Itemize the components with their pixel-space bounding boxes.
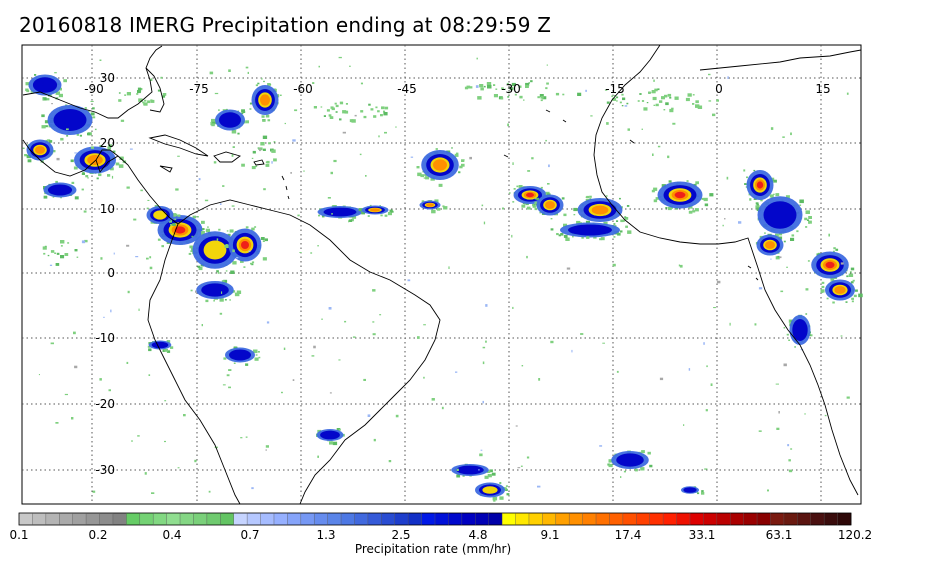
colorbar-cell [247,513,261,525]
colorbar-cell [193,513,208,525]
colorbar-cell [314,513,328,525]
lat-label: 30 [100,71,115,85]
map-title: 20160818 IMERG Precipitation ending at 0… [19,13,552,37]
colorbar-cell [166,513,181,525]
lat-label: 20 [100,136,115,150]
map-frame [21,44,862,505]
lat-label: -20 [95,397,115,411]
colorbar-tick-label: 33.1 [689,528,716,542]
lon-label: -90 [84,82,104,96]
colorbar-cell [180,513,194,525]
colorbar-label: Precipitation rate (mm/hr) [354,542,512,556]
colorbar-cell [99,513,114,525]
colorbar-cell [367,513,382,525]
colorbar-cell [689,513,704,525]
colorbar-tick-label: 0.4 [162,528,181,542]
colorbar-cell [569,513,583,525]
colorbar-tick-label: 0.2 [88,528,107,542]
colorbar: 0.1 0.2 0.4 0.7 1.3 2.5 4.8 9.1 17.4 33.1 63.1 120.… [9,512,872,542]
lon-label: -45 [397,82,417,96]
colorbar-cell [636,513,651,525]
coastlines [22,44,862,505]
colorbar-cell [448,513,463,525]
colorbar-cell [45,513,60,525]
colorbar-cell [354,513,369,525]
lon-label: -60 [293,82,313,96]
colorbar-cell [59,513,73,525]
colorbar-cell [502,513,516,525]
colorbar-cell [542,513,557,525]
lat-label: 10 [100,202,115,216]
colorbar-tick-label: 1.3 [316,528,335,542]
colorbar-cell [837,513,852,525]
colorbar-cell [394,513,409,525]
grid-labels: -90 -75 -60 -45 -30 -15 0 15 30 20 10 0 -10 -20 -30 [84,71,830,477]
colorbar-cell [475,513,489,525]
lon-label: -15 [605,82,625,96]
colorbar-cell [528,513,543,525]
colorbar-cell [287,513,302,525]
colorbar-cell [622,513,637,525]
colorbar-cell [381,513,396,525]
colorbar-cell [757,513,771,525]
lat-label: -10 [95,331,115,345]
colorbar-tick-label: 63.1 [766,528,793,542]
lon-label: -75 [189,82,209,96]
colorbar-cell [810,513,825,525]
colorbar-tick-label: 9.1 [540,528,559,542]
precipitation-field [22,56,863,502]
colorbar-cell [408,513,422,525]
colorbar-cell [421,513,436,525]
colorbar-cell [206,513,221,525]
colorbar-cell [663,513,677,525]
colorbar-cell [435,513,449,525]
colorbar-cell [32,513,47,525]
colorbar-cell [139,513,154,525]
colorbar-cell [676,513,691,525]
colorbar-cell [649,513,664,525]
colorbar-cell [770,513,785,525]
colorbar-cell [327,513,342,525]
colorbar-cell [273,513,288,525]
colorbar-cell [126,513,141,525]
colorbar-tick-label: 0.7 [240,528,259,542]
colorbar-cell [555,513,570,525]
colorbar-cell [596,513,610,525]
colorbar-cell [730,513,744,525]
colorbar-cell [86,513,100,525]
lon-label: -30 [501,82,521,96]
colorbar-cell [609,513,624,525]
colorbar-cell [153,513,167,525]
lon-label: 15 [815,82,830,96]
colorbar-cell [233,513,248,525]
colorbar-cell [515,513,530,525]
lat-label: 0 [107,266,115,280]
colorbar-cell [783,513,798,525]
colorbar-cell [341,513,355,525]
colorbar-cell [112,513,127,525]
colorbar-cell [260,513,275,525]
colorbar-cell [582,513,597,525]
colorbar-tick-label: 0.1 [9,528,28,542]
colorbar-cell [743,513,758,525]
colorbar-tick-label: 2.5 [391,528,410,542]
colorbar-cell [19,513,33,525]
lon-label: 0 [715,82,723,96]
colorbar-cell [461,513,476,525]
colorbar-cell [220,513,235,525]
colorbar-tick-label: 120.2 [838,528,872,542]
colorbar-cell [824,513,838,525]
colorbar-cell [797,513,812,525]
lat-label: -30 [95,463,115,477]
colorbar-cell [300,513,315,525]
colorbar-cell [716,513,731,525]
colorbar-cell [72,513,87,525]
colorbar-cell [703,513,718,525]
colorbar-tick-label: 4.8 [468,528,487,542]
colorbar-cell [488,513,503,525]
colorbar-tick-label: 17.4 [615,528,642,542]
